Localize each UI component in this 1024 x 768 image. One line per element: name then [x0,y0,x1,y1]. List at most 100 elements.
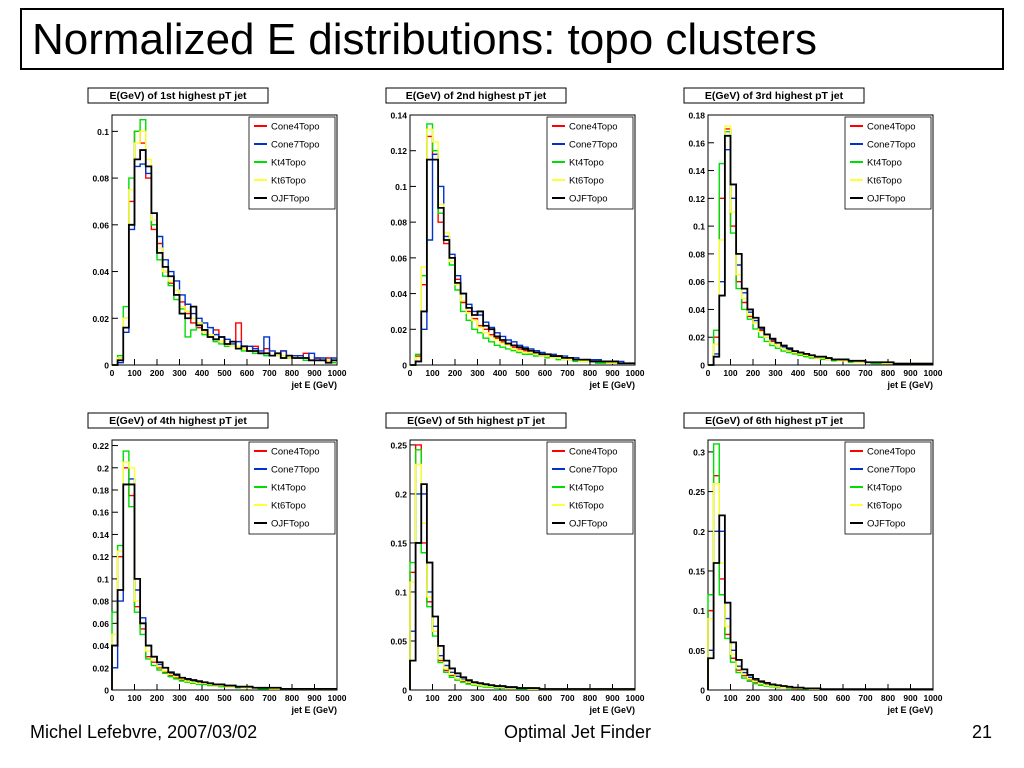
chart-svg-2: E(GeV) of 2nd highest pT jet 0 0.02 0.04 0.0… [385,87,645,390]
x-tick-label: 100 [425,368,439,378]
x-tick-label: 800 [285,693,299,703]
x-tick-label: 300 [172,368,186,378]
x-tick-label: 0 [706,368,711,378]
x-tick-label: 700 [262,368,276,378]
x-tick-label: 0 [408,693,413,703]
x-tick-label: 1000 [626,693,645,703]
chart-title: E(GeV) of 5th highest pT jet [407,415,545,427]
y-tick-label: 0.02 [92,314,109,324]
series-line-ojftopo [410,158,635,366]
legend-label-kt6topo: Kt6Topo [867,176,902,187]
x-tick-label: 900 [903,693,917,703]
x-axis-label: jet E (GeV) [886,380,933,390]
chart-panel-3: E(GeV) of 3rd highest pT jet 0 0.02 0.04 0.0… [678,85,978,390]
x-tick-label: 0 [110,368,115,378]
legend-label-ojftopo: OJFTopo [271,519,310,530]
y-tick-label: 0 [700,361,705,371]
legend-label-cone4topo: Cone4Topo [569,122,618,133]
x-tick-label: 600 [836,693,850,703]
chart-title: E(GeV) of 6th highest pT jet [705,415,843,427]
x-tick-label: 200 [746,368,760,378]
y-tick-label: 0.2 [97,463,109,473]
legend-label-cone7topo: Cone7Topo [271,465,320,476]
chart-title: E(GeV) of 4th highest pT jet [109,415,247,427]
x-tick-label: 600 [538,693,552,703]
chart-title: E(GeV) of 3rd highest pT jet [705,90,844,102]
y-tick-label: 0.14 [688,166,705,176]
chart-svg-3: E(GeV) of 3rd highest pT jet 0 0.02 0.04 0.0… [683,87,943,390]
y-tick-label: 0.1 [395,587,407,597]
y-tick-label: 0.05 [390,636,407,646]
y-tick-label: 0.06 [688,277,705,287]
y-tick-label: 0.1 [97,127,109,137]
series-line-ojftopo [707,514,933,691]
x-axis-label: jet E (GeV) [588,380,635,390]
y-tick-label: 0.04 [92,267,109,277]
legend-label-cone4topo: Cone4Topo [569,447,618,458]
x-tick-label: 400 [195,368,209,378]
legend-label-cone7topo: Cone7Topo [271,140,320,151]
y-tick-label: 0.08 [390,218,407,228]
legend-label-kt6topo: Kt6Topo [569,176,604,187]
x-tick-label: 100 [723,693,737,703]
x-axis-label: jet E (GeV) [290,705,337,715]
x-tick-label: 700 [560,693,574,703]
x-tick-label: 800 [881,368,895,378]
x-tick-label: 600 [538,368,552,378]
x-tick-label: 200 [150,693,164,703]
y-tick-label: 0 [104,361,109,371]
x-tick-label: 0 [706,693,711,703]
y-tick-label: 0.06 [92,220,109,230]
x-tick-label: 500 [515,368,529,378]
footer-page-number: 21 [972,722,993,742]
legend-label-kt4topo: Kt4Topo [867,158,902,169]
y-tick-label: 0.04 [390,289,407,299]
series-line-cone7topo [112,163,337,366]
series-line-ojftopo [708,134,933,366]
x-tick-label: 900 [307,368,321,378]
x-tick-label: 100 [723,368,737,378]
x-tick-label: 600 [240,693,254,703]
y-tick-label: 0 [700,686,705,696]
x-tick-label: 100 [425,693,439,703]
x-axis-label: jet E (GeV) [290,380,337,390]
footer-presentation-name: Optimal Jet Finder [504,722,652,742]
y-tick-label: 0.05 [688,646,705,656]
y-tick-label: 0.06 [92,619,109,629]
y-tick-label: 0.08 [92,597,109,607]
x-tick-label: 300 [768,368,782,378]
x-tick-label: 400 [493,368,507,378]
x-tick-label: 100 [127,368,141,378]
x-tick-label: 800 [583,693,597,703]
chart-svg-6: E(GeV) of 6th highest pT jet 0 0.05 0.1 0.15… [683,412,943,715]
y-tick-label: 0.18 [92,486,109,496]
chart-title-box [683,412,865,429]
chart-title-box [683,87,865,104]
legend-label-kt6topo: Kt6Topo [867,501,902,512]
y-tick-label: 0.02 [688,333,705,343]
x-tick-label: 400 [791,368,805,378]
legend-label-ojftopo: OJFTopo [867,519,906,530]
y-tick-label: 0.2 [693,527,705,537]
x-tick-label: 900 [605,693,619,703]
x-tick-label: 200 [448,693,462,703]
y-tick-label: 0.02 [390,325,407,335]
chart-title: E(GeV) of 1st highest pT jet [109,90,247,102]
legend-label-ojftopo: OJFTopo [271,194,310,205]
y-tick-label: 0.15 [390,538,407,548]
x-tick-label: 500 [217,693,231,703]
chart-panel-6: E(GeV) of 6th highest pT jet 0 0.05 0.1 0.15… [678,410,978,715]
chart-panel-1: E(GeV) of 1st highest pT jet 0 0.02 0.04 0.0… [82,85,382,390]
y-tick-label: 0.08 [92,174,109,184]
x-tick-label: 700 [262,693,276,703]
series-line-ojftopo [111,483,337,690]
legend-label-cone4topo: Cone4Topo [867,122,916,133]
chart-title-box [87,412,269,429]
y-tick-label: 0.06 [390,253,407,263]
y-tick-label: 0.18 [688,111,705,121]
chart-svg-1: E(GeV) of 1st highest pT jet 0 0.02 0.04 0.0… [87,87,347,390]
y-tick-label: 0 [402,361,407,371]
legend-label-cone7topo: Cone7Topo [569,465,618,476]
legend-label-kt4topo: Kt4Topo [271,158,306,169]
y-tick-label: 0.16 [688,138,705,148]
